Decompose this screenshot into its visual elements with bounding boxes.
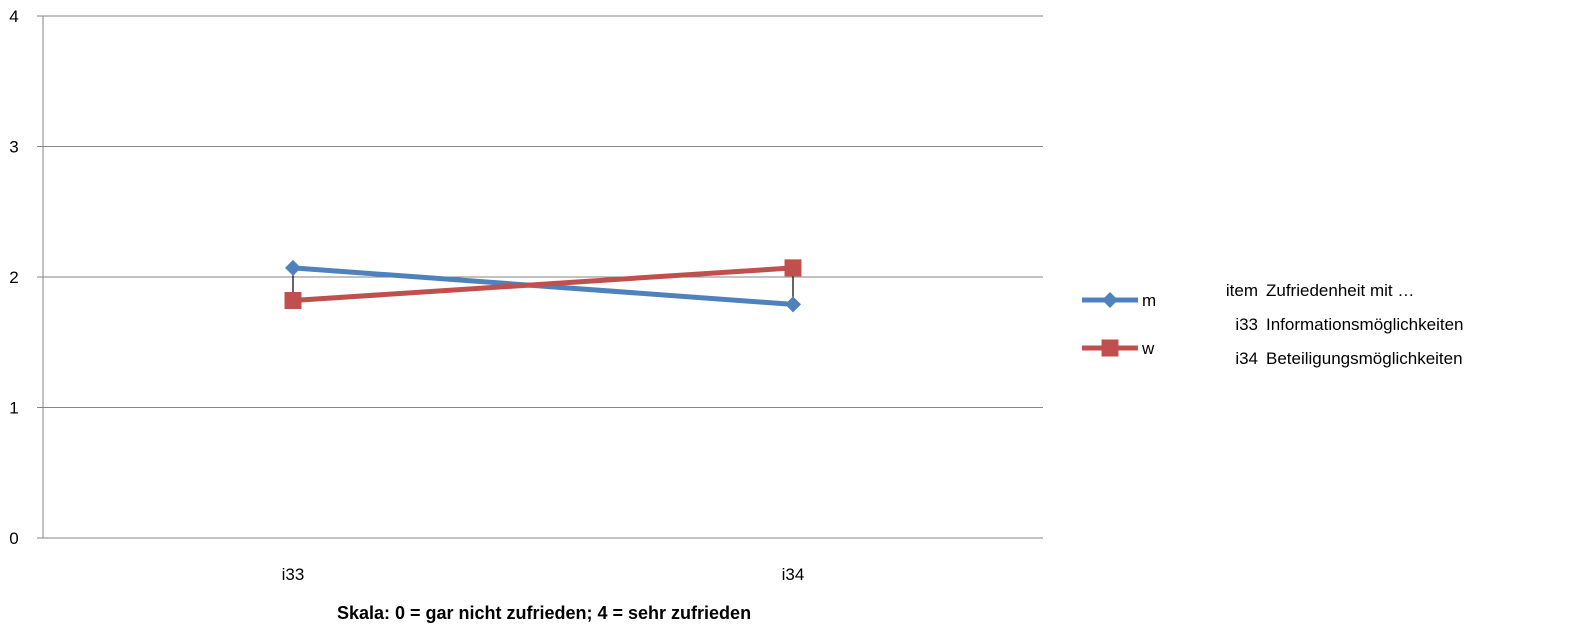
x-axis-label: Skala: 0 = gar nicht zufrieden; 4 = sehr… xyxy=(337,603,751,623)
ref-header-row: item Zufriedenheit mit … xyxy=(1208,281,1463,315)
x-axis-ticks: i33 i34 xyxy=(282,565,805,584)
ref-code: i34 xyxy=(1235,349,1258,368)
ref-row-i33: i33 Informationsmöglichkeiten xyxy=(1208,315,1463,349)
ref-desc: Beteiligungsmöglichkeiten xyxy=(1266,349,1463,368)
legend-swatch-marker xyxy=(1101,339,1119,357)
data-point-m xyxy=(785,296,801,313)
y-tick-label: 1 xyxy=(9,399,18,418)
legend-swatch-marker xyxy=(1102,292,1118,308)
ref-desc: Informationsmöglichkeiten xyxy=(1266,315,1464,334)
series-line-w xyxy=(292,265,794,303)
x-tick-label: i34 xyxy=(782,565,805,584)
item-reference-table: item Zufriedenheit mit … i33 Information… xyxy=(1208,281,1464,383)
ref-row-i34: i34 Beteiligungsmöglichkeiten xyxy=(1208,349,1463,383)
legend-label: w xyxy=(1141,339,1155,358)
data-point-m xyxy=(285,259,301,276)
y-axis-ticks: 0 1 2 3 4 xyxy=(9,7,43,548)
y-tick-label: 0 xyxy=(9,529,18,548)
legend: mw xyxy=(1082,291,1156,358)
gridlines xyxy=(43,15,1043,539)
ref-code: i33 xyxy=(1235,315,1258,334)
series-lines xyxy=(284,259,802,313)
data-point-w xyxy=(784,259,802,277)
ref-header-code: item xyxy=(1225,281,1258,300)
ref-header-desc: Zufriedenheit mit … xyxy=(1266,281,1415,300)
legend-label: m xyxy=(1142,291,1156,310)
y-tick-label: 4 xyxy=(9,7,18,26)
y-tick-label: 3 xyxy=(9,138,18,157)
y-tick-label: 2 xyxy=(9,268,18,287)
x-tick-label: i33 xyxy=(282,565,305,584)
data-point-w xyxy=(284,291,302,309)
